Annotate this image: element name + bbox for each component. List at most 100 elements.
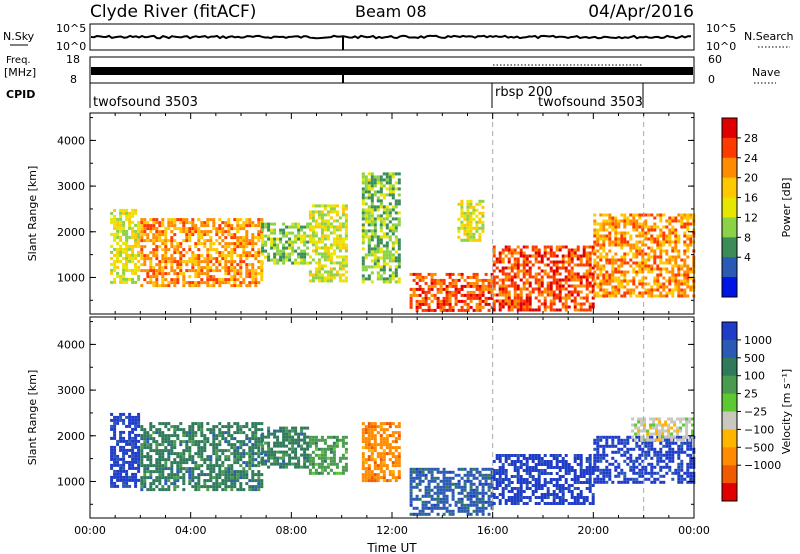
data-cell (291, 438, 295, 442)
data-cell (179, 254, 183, 258)
data-cell (623, 474, 627, 478)
data-cell (424, 500, 428, 504)
data-cell (397, 437, 401, 441)
data-cell (113, 460, 117, 464)
data-cell (170, 218, 174, 222)
data-cell (629, 213, 633, 217)
data-cell (504, 290, 508, 294)
data-cell (203, 449, 207, 453)
data-cell (394, 265, 398, 269)
data-cell (167, 428, 171, 432)
data-cell (418, 509, 422, 513)
data-cell (397, 238, 401, 242)
data-cell (161, 218, 165, 222)
data-cell (409, 503, 413, 507)
data-cell (573, 478, 577, 481)
data-cell (504, 287, 508, 291)
data-cell (430, 494, 434, 498)
data-cell (686, 285, 690, 289)
data-cell (617, 450, 621, 454)
data-cell (197, 218, 201, 222)
data-cell (119, 238, 123, 242)
data-cell (555, 493, 559, 496)
data-cell (457, 272, 461, 276)
data-cell (227, 467, 231, 471)
data-cell (686, 246, 690, 250)
data-cell (385, 446, 389, 450)
data-cell (641, 279, 645, 283)
data-cell (475, 497, 479, 501)
data-cell (197, 257, 201, 261)
data-cell (469, 503, 473, 507)
data-cell (540, 269, 544, 273)
data-cell (385, 211, 389, 215)
data-cell (341, 207, 345, 211)
data-cell (442, 497, 446, 501)
data-cell (385, 479, 389, 483)
data-cell (549, 466, 553, 469)
data-cell (140, 449, 144, 453)
data-cell (110, 436, 114, 440)
data-cell (323, 465, 327, 469)
data-cell (158, 269, 162, 273)
data-cell (519, 299, 523, 303)
data-cell (370, 181, 374, 185)
data-cell (306, 261, 310, 265)
data-cell (466, 235, 470, 239)
data-cell (329, 270, 333, 274)
data-cell (463, 467, 467, 471)
data-cell (197, 485, 201, 489)
data-cell (185, 431, 189, 435)
data-cell (490, 272, 494, 276)
data-cell (460, 509, 464, 513)
data-cell (522, 299, 526, 303)
data-cell (510, 463, 514, 466)
data-cell (110, 268, 114, 272)
data-cell (641, 282, 645, 286)
data-cell (323, 456, 327, 460)
data-cell (379, 175, 383, 179)
data-cell (194, 488, 198, 492)
data-cell (599, 228, 603, 232)
data-cell (457, 491, 461, 495)
data-cell (242, 254, 246, 258)
data-cell (215, 278, 219, 282)
data-cell (683, 273, 687, 277)
data-cell (308, 261, 312, 265)
data-cell (361, 464, 365, 468)
data-cell (677, 255, 681, 259)
data-cell (125, 481, 129, 485)
data-cell (248, 263, 252, 267)
data-cell (294, 465, 298, 469)
data-cell (647, 294, 651, 298)
data-cell (415, 275, 419, 279)
data-cell (617, 288, 621, 292)
data-cell (110, 481, 114, 485)
data-cell (644, 231, 648, 235)
data-cell (659, 240, 663, 244)
data-cell (152, 482, 156, 486)
data-cell (185, 281, 189, 285)
data-cell (388, 181, 392, 185)
data-cell (326, 204, 330, 208)
data-cell (311, 456, 315, 460)
data-cell (300, 447, 304, 451)
data-cell (549, 302, 553, 306)
data-cell (182, 434, 186, 438)
data-cell (320, 456, 324, 460)
data-cell (227, 227, 231, 231)
data-cell (191, 443, 195, 447)
data-cell (421, 299, 425, 303)
data-cell (227, 425, 231, 429)
data-cell (248, 239, 252, 243)
data-cell (659, 261, 663, 265)
data-cell (264, 441, 268, 445)
data-cell (314, 276, 318, 280)
data-cell (335, 255, 339, 259)
data-cell (254, 275, 258, 279)
data-cell (134, 229, 138, 233)
data-cell (200, 266, 204, 270)
data-cell (659, 267, 663, 271)
data-cell (308, 438, 312, 442)
data-cell (469, 275, 473, 279)
